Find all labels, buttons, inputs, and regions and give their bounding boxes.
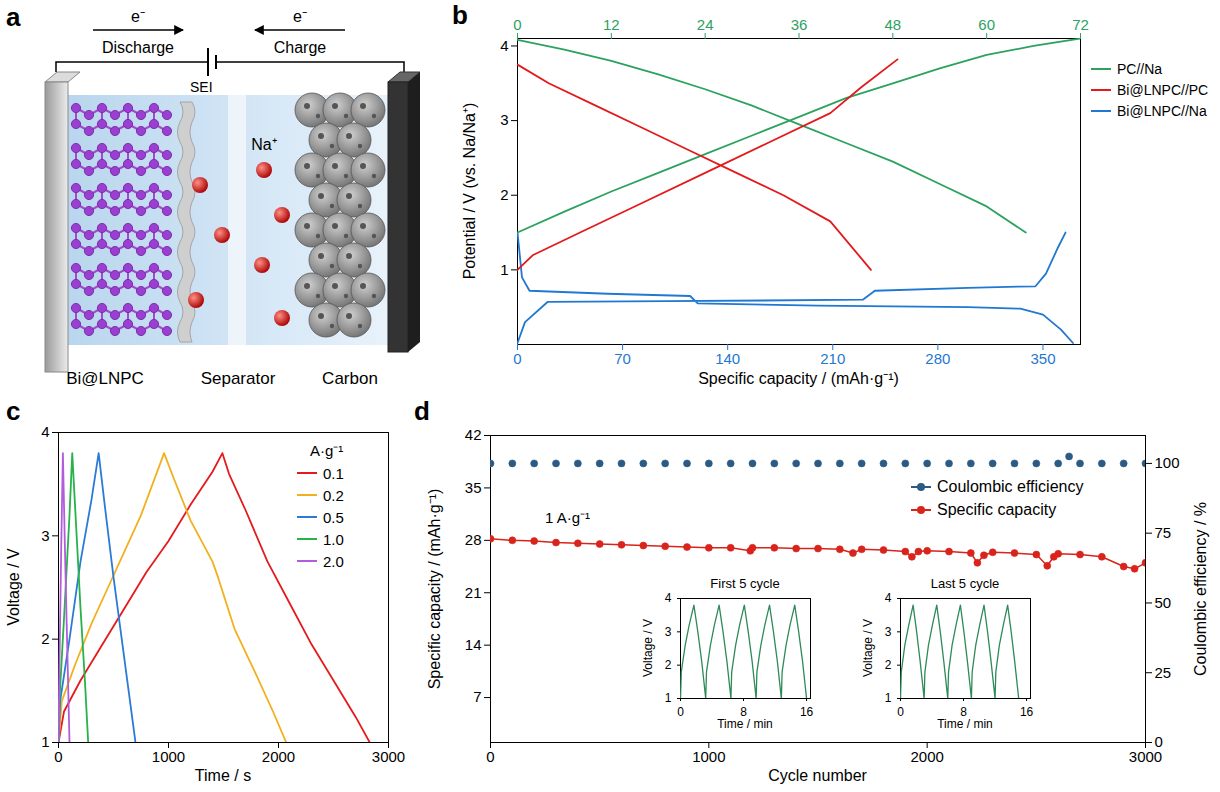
svg-text:1: 1 (500, 261, 508, 278)
svg-text:4: 4 (665, 591, 672, 605)
html-text:Coulombic efficiency: Coulombic efficiency (937, 477, 1084, 495)
svg-text:72: 72 (1072, 16, 1089, 33)
svg-text:21: 21 (465, 584, 482, 601)
html-text:Specific capacity / (mAh·g⁻¹): Specific capacity / (mAh·g⁻¹) (698, 370, 899, 387)
svg-text:100: 100 (1155, 454, 1180, 471)
svg-text:3: 3 (41, 527, 49, 544)
svg-text:42: 42 (465, 426, 482, 443)
svg-text:4: 4 (500, 37, 508, 54)
html-text:b: b (452, 0, 468, 30)
svg-text:0: 0 (486, 748, 494, 765)
svg-text:210: 210 (820, 350, 845, 367)
svg-text:60: 60 (978, 16, 995, 33)
html-text:0.5: 0.5 (323, 508, 344, 526)
svg-text:12: 12 (603, 16, 620, 33)
svg-text:0: 0 (677, 705, 684, 719)
html-text:PC//Na: PC//Na (1117, 60, 1163, 77)
svg-text:1: 1 (665, 691, 672, 705)
html-text:1 A·g⁻¹: 1 A·g⁻¹ (545, 509, 590, 526)
svg-text:14: 14 (465, 636, 482, 653)
svg-text:2000: 2000 (910, 748, 943, 765)
svg-text:25: 25 (1155, 664, 1172, 681)
svg-text:3000: 3000 (372, 748, 405, 765)
svg-text:2: 2 (665, 658, 672, 672)
svg-text:0: 0 (513, 350, 521, 367)
svg-text:3000: 3000 (1129, 748, 1162, 765)
html-text:c: c (6, 396, 21, 426)
html-text:d: d (414, 396, 430, 426)
html-text:Specific capacity: Specific capacity (937, 500, 1057, 518)
svg-text:280: 280 (925, 350, 950, 367)
html-text:Voltage / V: Voltage / V (5, 548, 22, 626)
svg-text:0: 0 (513, 16, 521, 33)
svg-text:Discharge: Discharge (102, 39, 174, 56)
svg-text:28: 28 (465, 531, 482, 548)
svg-text:2: 2 (41, 630, 49, 647)
html-text:0.1: 0.1 (323, 464, 344, 482)
svg-text:16: 16 (800, 705, 814, 719)
html-text:Coulombic efficiency / %: Coulombic efficiency / % (1192, 501, 1209, 676)
svg-text:Charge: Charge (274, 39, 327, 56)
svg-text:350: 350 (1030, 350, 1055, 367)
html-text:Cycle number: Cycle number (768, 767, 867, 784)
svg-text:3: 3 (500, 111, 508, 128)
svg-text:24: 24 (697, 16, 714, 33)
svg-text:35: 35 (465, 479, 482, 496)
svg-text:4: 4 (885, 591, 892, 605)
html-text:Voltage / V: Voltage / V (861, 619, 875, 677)
svg-text:e⁻: e⁻ (131, 8, 145, 25)
svg-text:SEI: SEI (190, 79, 213, 95)
svg-text:2: 2 (885, 658, 892, 672)
html-text:Bi@LNPC//PC: Bi@LNPC//PC (1117, 81, 1209, 98)
html-text:Time / min: Time / min (717, 717, 773, 731)
svg-text:0: 0 (1155, 733, 1163, 750)
svg-text:8: 8 (740, 705, 747, 719)
svg-text:70: 70 (614, 350, 631, 367)
svg-text:4: 4 (41, 423, 49, 440)
svg-text:0: 0 (897, 705, 904, 719)
html-text:Time / s: Time / s (194, 767, 252, 784)
html-text:First 5 cycle: First 5 cycle (710, 575, 780, 591)
svg-text:0: 0 (54, 748, 62, 765)
svg-text:2: 2 (500, 186, 508, 203)
svg-text:1000: 1000 (692, 748, 725, 765)
svg-text:2000: 2000 (262, 748, 295, 765)
svg-text:3: 3 (885, 625, 892, 639)
svg-text:140: 140 (715, 350, 740, 367)
html-text:Time / min: Time / min (937, 717, 993, 731)
svg-text:8: 8 (960, 705, 967, 719)
svg-text:1: 1 (41, 733, 49, 750)
html-text:Specific capacity / (mAh·g⁻¹): Specific capacity / (mAh·g⁻¹) (426, 488, 443, 689)
html-text:A·g⁻¹: A·g⁻¹ (310, 442, 344, 459)
html-text:0.2: 0.2 (323, 486, 344, 504)
html-text:a: a (6, 2, 21, 32)
svg-text:48: 48 (884, 16, 901, 33)
svg-text:16: 16 (1020, 705, 1034, 719)
svg-text:Bi@LNPC: Bi@LNPC (66, 369, 144, 388)
svg-text:75: 75 (1155, 524, 1172, 541)
html-text:Potential / V (vs. Na/Na⁺): Potential / V (vs. Na/Na⁺) (461, 102, 478, 280)
html-text:Voltage / V: Voltage / V (641, 619, 655, 677)
svg-text:1: 1 (885, 691, 892, 705)
svg-text:Separator: Separator (201, 369, 276, 388)
svg-text:Na⁺: Na⁺ (251, 136, 276, 153)
svg-text:e⁻: e⁻ (293, 8, 307, 25)
svg-text:1000: 1000 (152, 748, 185, 765)
svg-text:36: 36 (791, 16, 808, 33)
html-text:Last 5 cycle: Last 5 cycle (930, 575, 1000, 591)
html-text:1.0: 1.0 (323, 530, 344, 548)
svg-text:7: 7 (473, 688, 481, 705)
html-text:2.0: 2.0 (323, 552, 344, 570)
svg-text:50: 50 (1155, 594, 1172, 611)
svg-text:Carbon: Carbon (322, 369, 378, 388)
html-text:Bi@LNPC//Na: Bi@LNPC//Na (1117, 102, 1207, 119)
svg-text:3: 3 (665, 625, 672, 639)
